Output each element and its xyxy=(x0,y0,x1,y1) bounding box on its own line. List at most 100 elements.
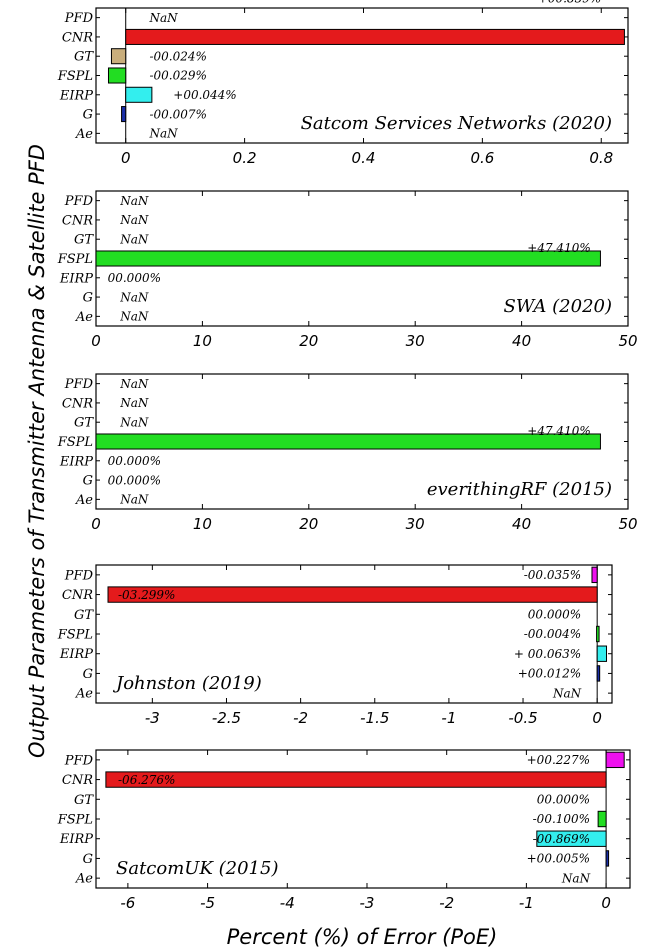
category-label: Ae xyxy=(75,127,93,142)
x-tick-label: 20 xyxy=(299,332,318,350)
panel-title: SatcomUK (2015) xyxy=(116,858,278,879)
x-tick-label: 40 xyxy=(512,515,531,533)
x-tick-label: -2 xyxy=(293,709,308,727)
x-tick-label: -2 xyxy=(439,894,454,912)
category-label: EIRP xyxy=(59,454,93,469)
x-tick-label: 0 xyxy=(91,332,101,350)
bar xyxy=(125,86,153,103)
data-label: -00.007% xyxy=(149,107,206,121)
chart-panel-1: PFD CNR GT FSPL EIRP G Ae NaN +00.839% -00.024% -0… xyxy=(57,0,629,167)
data-label: 00.000% xyxy=(108,454,161,468)
data-label: 00.000% xyxy=(108,271,161,285)
category-label: FSPL xyxy=(57,435,93,450)
bar xyxy=(107,67,127,84)
x-axis-label: Percent (%) of Error (PoE) xyxy=(227,925,498,949)
x-tick-label: -6 xyxy=(120,894,135,912)
y-axis-label: Output Parameters of Transmitter Antenna… xyxy=(25,144,49,758)
category-label: FSPL xyxy=(57,252,93,267)
x-tick-label: 10 xyxy=(193,515,212,533)
category-label: G xyxy=(83,291,93,306)
bar xyxy=(536,830,607,847)
x-tick-label: 0 xyxy=(91,515,101,533)
x-tick-label: 40 xyxy=(512,332,531,350)
data-label: NaN xyxy=(119,310,149,324)
panel-title: Johnston (2019) xyxy=(112,673,262,694)
x-tick-label: 0.2 xyxy=(233,149,257,167)
data-label: +00.227% xyxy=(527,753,590,767)
data-label: -00.029% xyxy=(149,69,206,83)
data-label: 00.000% xyxy=(108,473,161,487)
data-label: +00.005% xyxy=(527,852,590,866)
data-label: + 00.063% xyxy=(514,647,581,661)
x-tick-label: -0.5 xyxy=(508,709,537,727)
category-label: PFD xyxy=(64,377,94,392)
bar xyxy=(596,625,600,643)
data-label: NaN xyxy=(119,213,149,227)
x-tick-label: -5 xyxy=(200,894,215,912)
panel-title: SWA (2020) xyxy=(503,296,612,317)
x-tick-label: 50 xyxy=(618,515,637,533)
data-label: +00.839% xyxy=(538,0,601,6)
category-label: EIRP xyxy=(59,832,93,847)
data-label: NaN xyxy=(119,290,149,304)
category-label: FSPL xyxy=(57,628,93,643)
category-label: GT xyxy=(74,233,94,248)
bar xyxy=(125,28,625,45)
x-tick-label: 0.6 xyxy=(470,149,494,167)
bar xyxy=(596,665,601,682)
data-label: +00.044% xyxy=(173,88,236,102)
bar xyxy=(605,751,625,769)
x-tick-label: 0 xyxy=(592,709,602,727)
category-label: G xyxy=(83,667,93,682)
chart-panels: PFD CNR GT FSPL EIRP G Ae NaN +00.839% -00.024% -0… xyxy=(57,0,638,912)
category-label: GT xyxy=(74,50,94,65)
data-label: NaN xyxy=(119,194,149,208)
category-label: CNR xyxy=(62,396,93,411)
x-tick-label: 0.4 xyxy=(352,149,376,167)
bar xyxy=(121,106,127,123)
data-label: NaN xyxy=(119,377,149,391)
data-label: NaN xyxy=(119,415,149,429)
bar xyxy=(591,566,598,584)
panel-title: everithingRF (2015) xyxy=(427,479,612,500)
chart-panel-4: PFD CNR GT FSPL EIRP G Ae -00.035% -03.299% 00.00… xyxy=(57,564,613,727)
data-label: NaN xyxy=(119,493,149,507)
x-tick-label: 10 xyxy=(193,332,212,350)
category-label: EIRP xyxy=(59,647,93,662)
category-label: Ae xyxy=(75,310,93,325)
category-label: PFD xyxy=(64,753,94,768)
category-label: PFD xyxy=(64,11,94,26)
x-tick-label: -1 xyxy=(441,709,456,727)
category-label: GT xyxy=(74,416,94,431)
x-tick-label: -4 xyxy=(280,894,295,912)
data-label: NaN xyxy=(119,232,149,246)
bar xyxy=(110,48,127,65)
bar xyxy=(596,645,608,662)
data-label: NaN xyxy=(148,127,178,141)
data-label: -00.004% xyxy=(524,627,581,641)
chart-panel-2: PFD CNR GT FSPL EIRP G Ae NaN NaN NaN +47.410% 00.0… xyxy=(57,190,638,350)
category-label: GT xyxy=(74,793,94,808)
data-label: -00.869% xyxy=(533,832,590,846)
data-label: -03.299% xyxy=(118,588,175,602)
bar xyxy=(597,810,607,828)
category-label: GT xyxy=(74,608,94,623)
category-label: G xyxy=(83,108,93,123)
category-label: Ae xyxy=(75,687,93,702)
category-label: CNR xyxy=(62,213,93,228)
data-label: +00.012% xyxy=(518,667,581,681)
category-label: PFD xyxy=(64,568,94,583)
x-tick-label: -2.5 xyxy=(212,709,241,727)
category-label: EIRP xyxy=(59,271,93,286)
data-label: +47.410% xyxy=(527,241,590,255)
x-tick-label: -1.5 xyxy=(360,709,389,727)
x-tick-label: 20 xyxy=(299,515,318,533)
data-label: 00.000% xyxy=(537,792,590,806)
category-label: FSPL xyxy=(57,813,93,828)
data-label: -00.100% xyxy=(533,812,590,826)
chart-panel-3: PFD CNR GT FSPL EIRP G Ae NaN NaN NaN +47.410% 00.0… xyxy=(57,373,638,533)
data-label: -00.035% xyxy=(524,568,581,582)
data-label: -06.276% xyxy=(118,773,175,787)
bar xyxy=(95,250,601,267)
